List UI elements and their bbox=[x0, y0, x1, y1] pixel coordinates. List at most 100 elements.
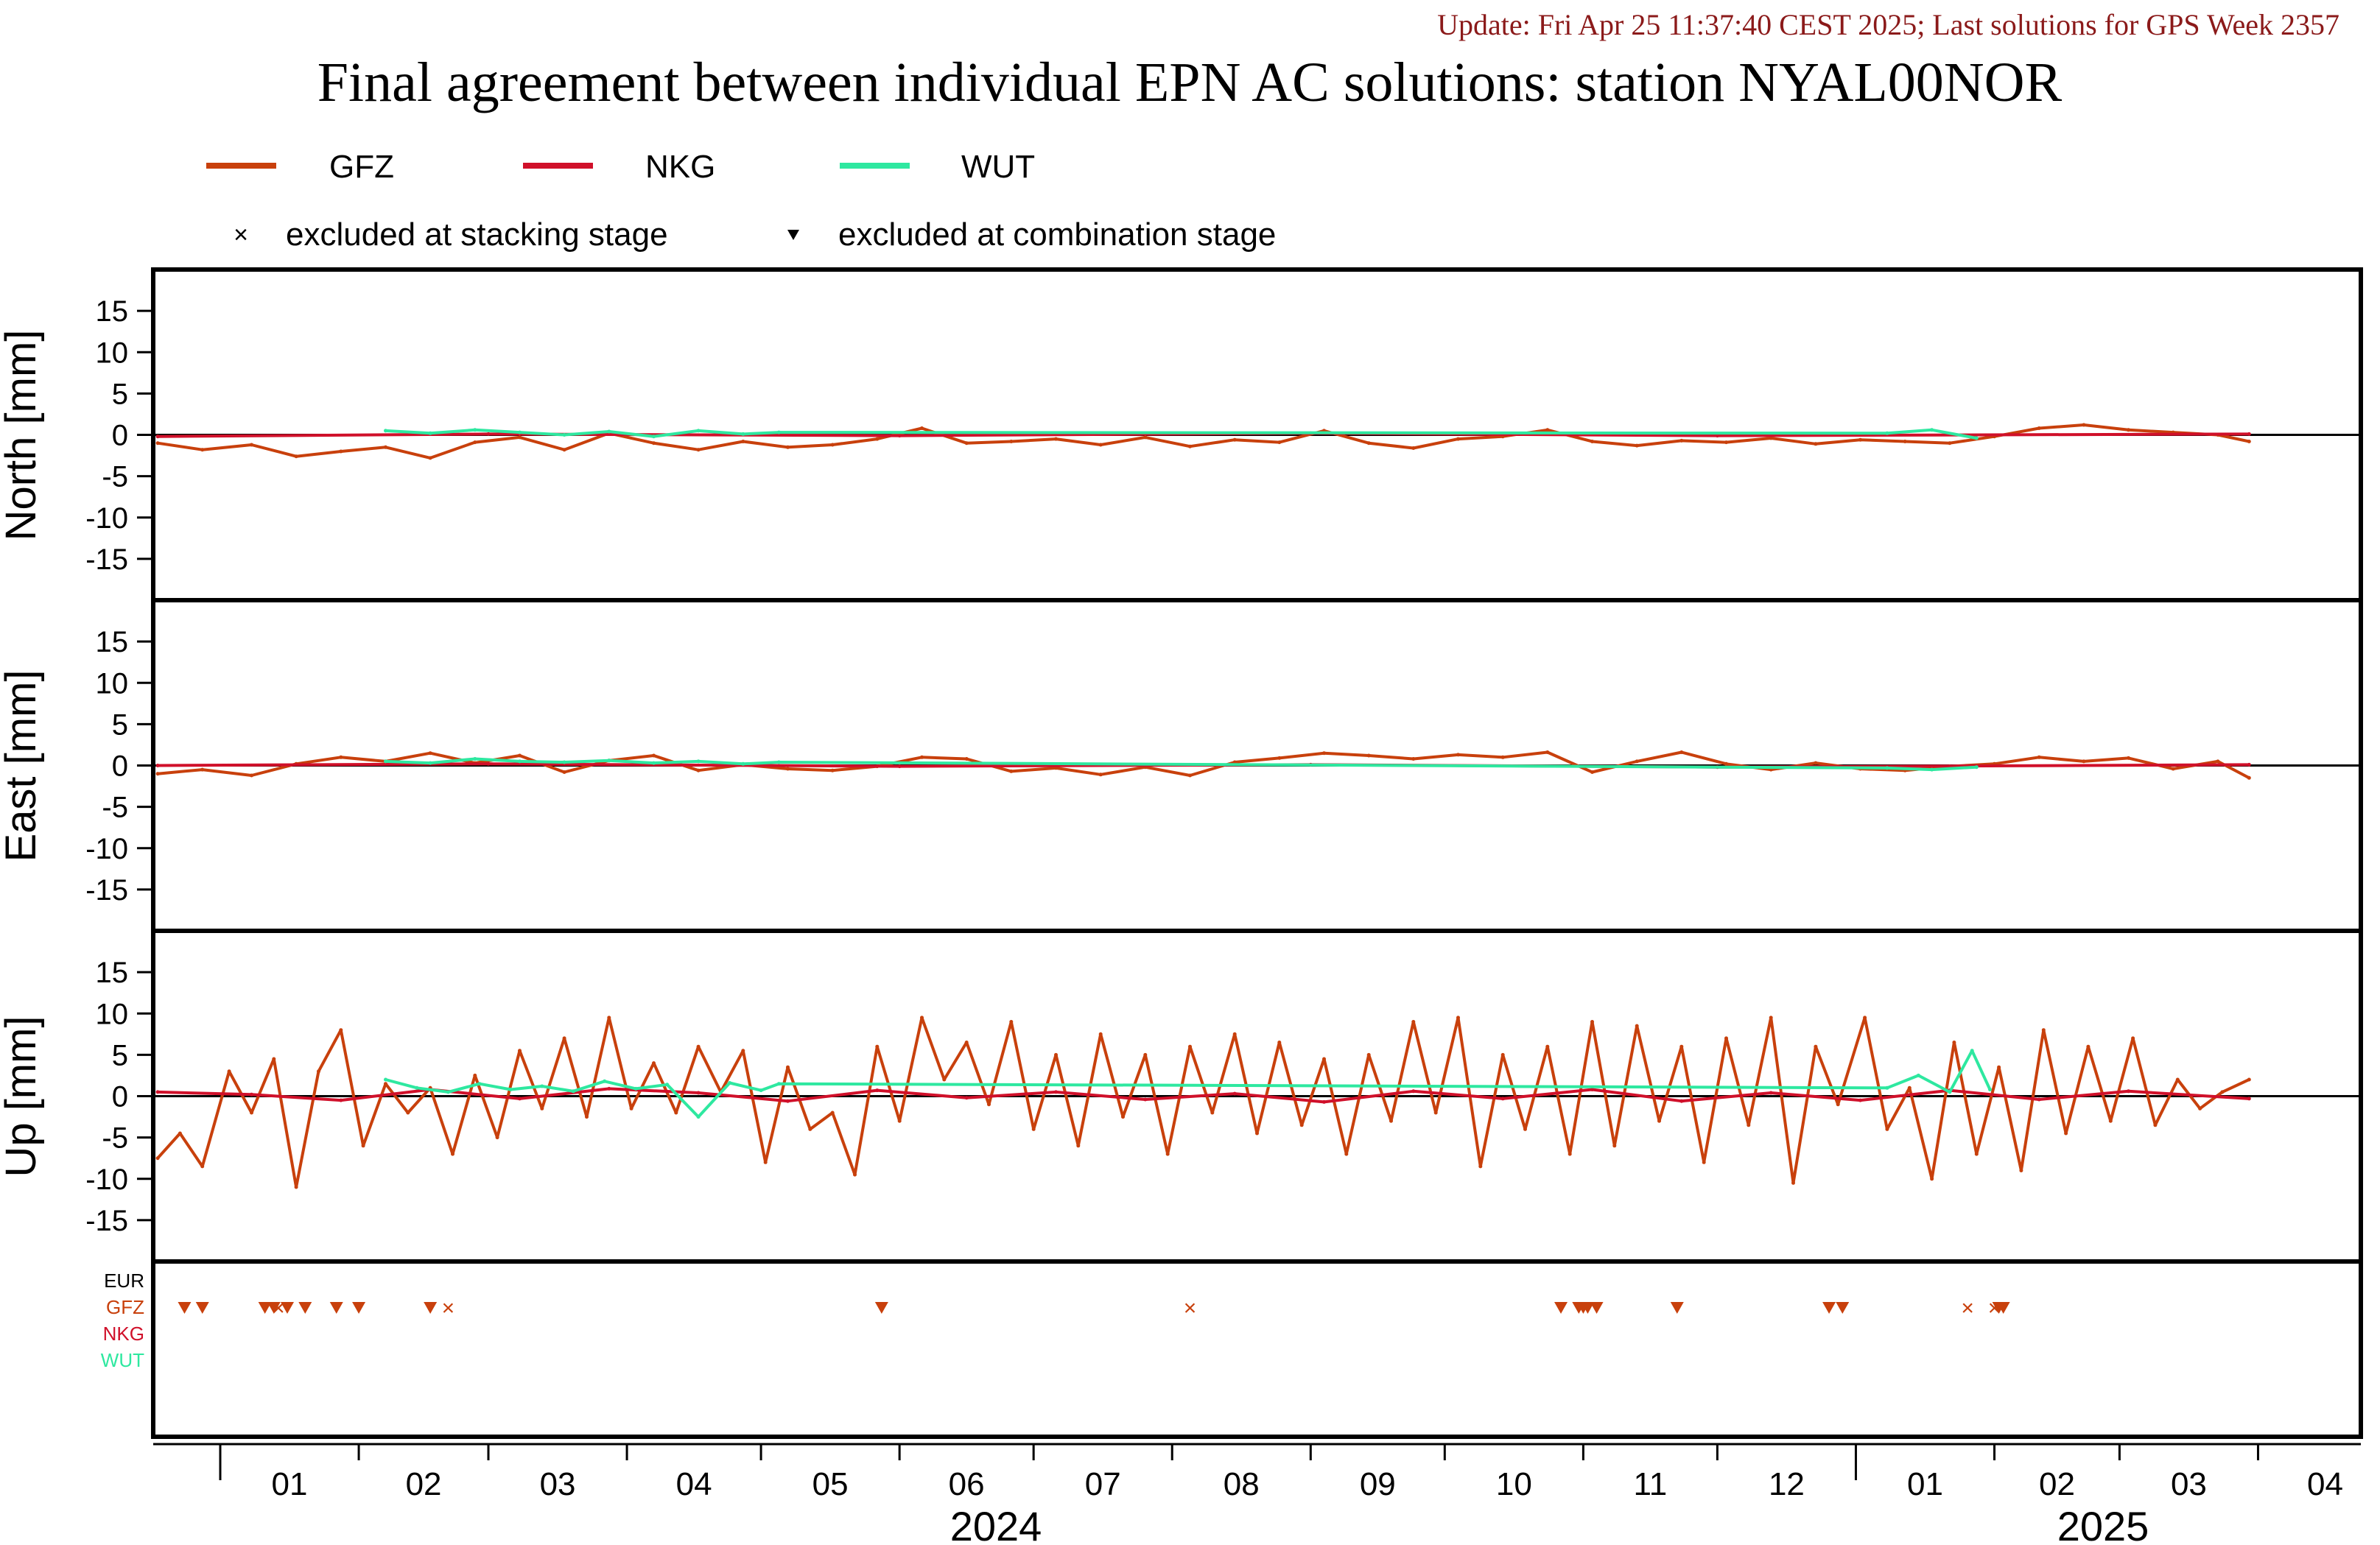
exclusion-combination-marker bbox=[352, 1302, 366, 1314]
up-point-gfz bbox=[200, 1164, 205, 1169]
north-point-gfz bbox=[1545, 428, 1550, 432]
up-y-axis: -15 -10 -5 0 5 10 15 bbox=[85, 957, 153, 1237]
north-point-gfz bbox=[786, 445, 790, 449]
up-point-gfz bbox=[830, 1111, 835, 1115]
up-series-gfz bbox=[156, 1016, 2250, 1189]
east-point-gfz bbox=[1679, 750, 1684, 754]
north-point-gfz bbox=[1948, 441, 1952, 446]
up-point-nkg bbox=[1054, 1090, 1058, 1094]
up-point-wut bbox=[603, 1079, 607, 1083]
up-point-wut bbox=[446, 1090, 450, 1094]
up-point-gfz bbox=[518, 1049, 522, 1053]
north-point-gfz bbox=[2037, 426, 2041, 430]
legend: GFZ NKG WUT × excluded at stacking stage… bbox=[206, 149, 1276, 253]
month-tick-label: 03 bbox=[540, 1466, 576, 1502]
north-point-gfz bbox=[2247, 440, 2251, 443]
north-point-gfz bbox=[294, 454, 298, 459]
up-point-wut bbox=[508, 1088, 513, 1091]
up-point-gfz bbox=[2019, 1169, 2023, 1172]
up-ytick-label: 0 bbox=[112, 1081, 128, 1113]
north-point-gfz bbox=[1277, 440, 1282, 445]
up-point-gfz bbox=[339, 1028, 343, 1032]
up-point-nkg bbox=[155, 1090, 160, 1094]
north-ytick-label: -15 bbox=[85, 543, 128, 576]
exclusion-stacking-marker: × bbox=[442, 1296, 455, 1320]
exclusion-combination-marker bbox=[267, 1302, 281, 1314]
east-point-gfz bbox=[1500, 755, 1505, 759]
north-point-wut bbox=[562, 433, 566, 437]
north-point-wut bbox=[1885, 431, 1889, 435]
north-point-gfz bbox=[428, 456, 432, 460]
north-point-wut bbox=[384, 429, 387, 433]
exclusion-combination-marker bbox=[1554, 1302, 1568, 1314]
up-point-gfz bbox=[1478, 1164, 1483, 1169]
up-point-gfz bbox=[875, 1044, 880, 1049]
north-point-gfz bbox=[652, 441, 656, 446]
north-ytick-label: 10 bbox=[96, 337, 129, 369]
up-point-gfz bbox=[585, 1115, 589, 1119]
exclusion-combination-marker bbox=[1581, 1302, 1595, 1314]
east-point-gfz bbox=[652, 753, 656, 758]
north-point-wut bbox=[518, 430, 522, 434]
east-point-gfz bbox=[1545, 750, 1550, 754]
up-point-nkg bbox=[1590, 1088, 1594, 1091]
east-series-lines bbox=[155, 750, 2251, 780]
up-point-gfz bbox=[2041, 1028, 2046, 1032]
up-point-wut bbox=[728, 1081, 732, 1085]
east-point-wut bbox=[473, 757, 477, 761]
month-tick-label: 12 bbox=[1769, 1466, 1805, 1502]
east-point-gfz bbox=[2171, 767, 2175, 771]
up-point-gfz bbox=[1769, 1016, 1773, 1020]
north-point-gfz bbox=[1456, 437, 1460, 441]
up-ytick-label: 5 bbox=[112, 1039, 128, 1071]
north-point-gfz bbox=[562, 448, 566, 452]
north-point-gfz bbox=[1009, 440, 1014, 443]
up-point-wut bbox=[696, 1115, 701, 1119]
up-point-gfz bbox=[1389, 1119, 1393, 1123]
legend-label-wut: WUT bbox=[961, 149, 1035, 185]
exclusion-row-label-wut: WUT bbox=[101, 1349, 144, 1371]
up-point-gfz bbox=[540, 1106, 544, 1111]
east-ytick-label: -10 bbox=[85, 833, 128, 865]
east-point-gfz bbox=[2082, 759, 2086, 764]
east-point-gfz bbox=[2247, 775, 2251, 780]
east-point-gfz bbox=[155, 772, 160, 776]
up-point-gfz bbox=[495, 1136, 499, 1140]
month-tick-label: 02 bbox=[406, 1466, 442, 1502]
up-ytick-label: -10 bbox=[85, 1164, 128, 1196]
stacking-cross-icon: × bbox=[234, 221, 248, 249]
east-point-gfz bbox=[2127, 756, 2130, 760]
east-point-wut bbox=[607, 759, 611, 763]
up-point-wut bbox=[1885, 1085, 1889, 1090]
east-ytick-label: -5 bbox=[102, 792, 128, 824]
legend-label-nkg: NKG bbox=[645, 149, 715, 185]
up-point-gfz bbox=[1863, 1016, 1867, 1020]
east-point-wut bbox=[518, 759, 522, 764]
up-point-gfz bbox=[451, 1152, 454, 1156]
north-point-wut bbox=[652, 434, 656, 439]
up-point-gfz bbox=[853, 1172, 857, 1177]
up-point-nkg bbox=[607, 1086, 611, 1091]
up-ytick-label: -15 bbox=[85, 1205, 128, 1237]
up-point-gfz bbox=[1299, 1123, 1304, 1127]
north-point-wut bbox=[1974, 436, 1979, 440]
north-point-gfz bbox=[1769, 436, 1773, 440]
up-point-gfz bbox=[1952, 1041, 1956, 1044]
north-point-gfz bbox=[2082, 423, 2086, 427]
up-point-gfz bbox=[1322, 1057, 1326, 1061]
combination-triangle-icon bbox=[787, 230, 799, 240]
up-point-nkg bbox=[1769, 1091, 1773, 1095]
up-ytick-label: 15 bbox=[96, 957, 129, 989]
north-point-nkg bbox=[2247, 432, 2251, 436]
exclusion-row-label-nkg: NKG bbox=[103, 1323, 144, 1345]
up-point-gfz bbox=[987, 1102, 991, 1107]
exclusion-combination-marker bbox=[281, 1302, 295, 1314]
east-ytick-label: 5 bbox=[112, 708, 128, 741]
up-point-gfz bbox=[964, 1041, 969, 1044]
east-point-gfz bbox=[1277, 756, 1282, 760]
north-point-gfz bbox=[1858, 437, 1862, 442]
up-point-gfz bbox=[1907, 1085, 1912, 1090]
up-point-gfz bbox=[1054, 1052, 1058, 1057]
legend-excluded-combination: excluded at combination stage bbox=[838, 217, 1276, 253]
